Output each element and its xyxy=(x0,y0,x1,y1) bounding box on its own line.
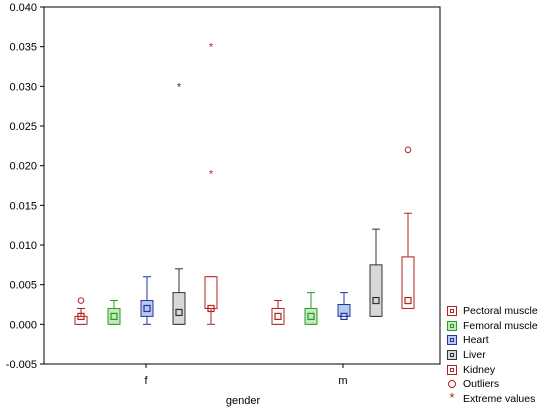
median-marker xyxy=(274,312,282,320)
legend-item: Heart xyxy=(446,333,550,348)
legend-item: Pectoral muscle xyxy=(446,304,550,319)
legend-label: Kidney xyxy=(463,363,496,376)
median-marker xyxy=(77,312,85,320)
box-liver-f: * xyxy=(172,81,186,325)
legend: Pectoral muscle Femoral muscle Heart Liver K… xyxy=(446,304,550,406)
legend-label: Extreme values xyxy=(463,392,536,405)
median-marker xyxy=(404,296,412,305)
y-tick-label: 0.030 xyxy=(9,81,37,93)
box-iqr xyxy=(337,304,351,317)
median-marker xyxy=(175,308,183,317)
y-tick-label: 0.010 xyxy=(9,240,37,252)
box-series: *** xyxy=(74,42,415,325)
box-iqr xyxy=(401,256,415,309)
y-tick-label: 0.020 xyxy=(9,161,37,173)
outlier-point xyxy=(77,297,85,304)
box-iqr xyxy=(204,276,218,309)
median-marker xyxy=(372,296,380,305)
legend-item: * Extreme values xyxy=(446,389,550,407)
x-axis-label: gender xyxy=(226,395,261,407)
y-tick-label: 0.015 xyxy=(9,200,37,212)
y-tick-label: 0.000 xyxy=(9,319,37,331)
plot-area-frame xyxy=(43,6,441,365)
legend-symbol xyxy=(446,364,458,376)
legend-label: Liver xyxy=(463,349,486,362)
box-kidney-f: ** xyxy=(204,42,218,325)
extreme-point: * xyxy=(177,81,182,93)
median-marker xyxy=(340,312,348,320)
legend-item: Kidney xyxy=(446,362,550,377)
y-tick-label: 0.035 xyxy=(9,42,37,54)
y-axis: -0.005 0.000 0.005 0.010 0.015 0.020 0.025 0.03… xyxy=(6,2,44,371)
box-femoral-muscle-m xyxy=(304,292,318,325)
y-tick-label: 0.025 xyxy=(9,121,37,133)
box-kidney-m xyxy=(401,146,415,309)
box-iqr xyxy=(140,300,154,317)
box-pectoral-muscle-f xyxy=(74,297,88,325)
extreme-point: * xyxy=(209,42,214,54)
legend-label: Pectoral muscle xyxy=(463,305,538,318)
legend-item: Femoral muscle xyxy=(446,319,550,334)
outlier-point xyxy=(404,146,412,154)
extreme-point: * xyxy=(209,169,214,181)
legend-item: Liver xyxy=(446,348,550,363)
median-marker xyxy=(307,312,315,320)
box-iqr xyxy=(172,292,186,325)
box-liver-m xyxy=(369,228,383,317)
box-iqr xyxy=(74,315,88,325)
y-tick-label: -0.005 xyxy=(6,359,37,371)
legend-symbol xyxy=(446,349,458,361)
legend-label: Outliers xyxy=(463,378,500,391)
median-marker xyxy=(110,312,118,320)
y-tick-label: 0.005 xyxy=(9,280,37,292)
box-iqr xyxy=(271,307,285,325)
median-marker xyxy=(143,304,151,313)
legend-item: Outliers xyxy=(446,377,550,392)
box-pectoral-muscle-m xyxy=(271,300,285,325)
legend-label: Femoral muscle xyxy=(463,319,538,332)
box-iqr xyxy=(107,307,121,325)
legend-symbol xyxy=(446,334,458,346)
box-iqr xyxy=(304,307,318,325)
legend-symbol: * xyxy=(449,389,455,405)
legend-symbol xyxy=(446,378,458,390)
legend-symbol xyxy=(446,305,458,317)
box-heart-m xyxy=(337,292,351,320)
y-tick-label: 0.040 xyxy=(9,2,37,14)
box-iqr xyxy=(369,264,383,317)
box-femoral-muscle-f xyxy=(107,300,121,325)
box-heart-f xyxy=(140,276,154,325)
median-marker xyxy=(207,304,215,313)
legend-label: Heart xyxy=(463,334,489,347)
legend-symbol xyxy=(446,320,458,332)
x-tick-label: f xyxy=(144,375,148,387)
x-tick-label: m xyxy=(338,375,347,387)
